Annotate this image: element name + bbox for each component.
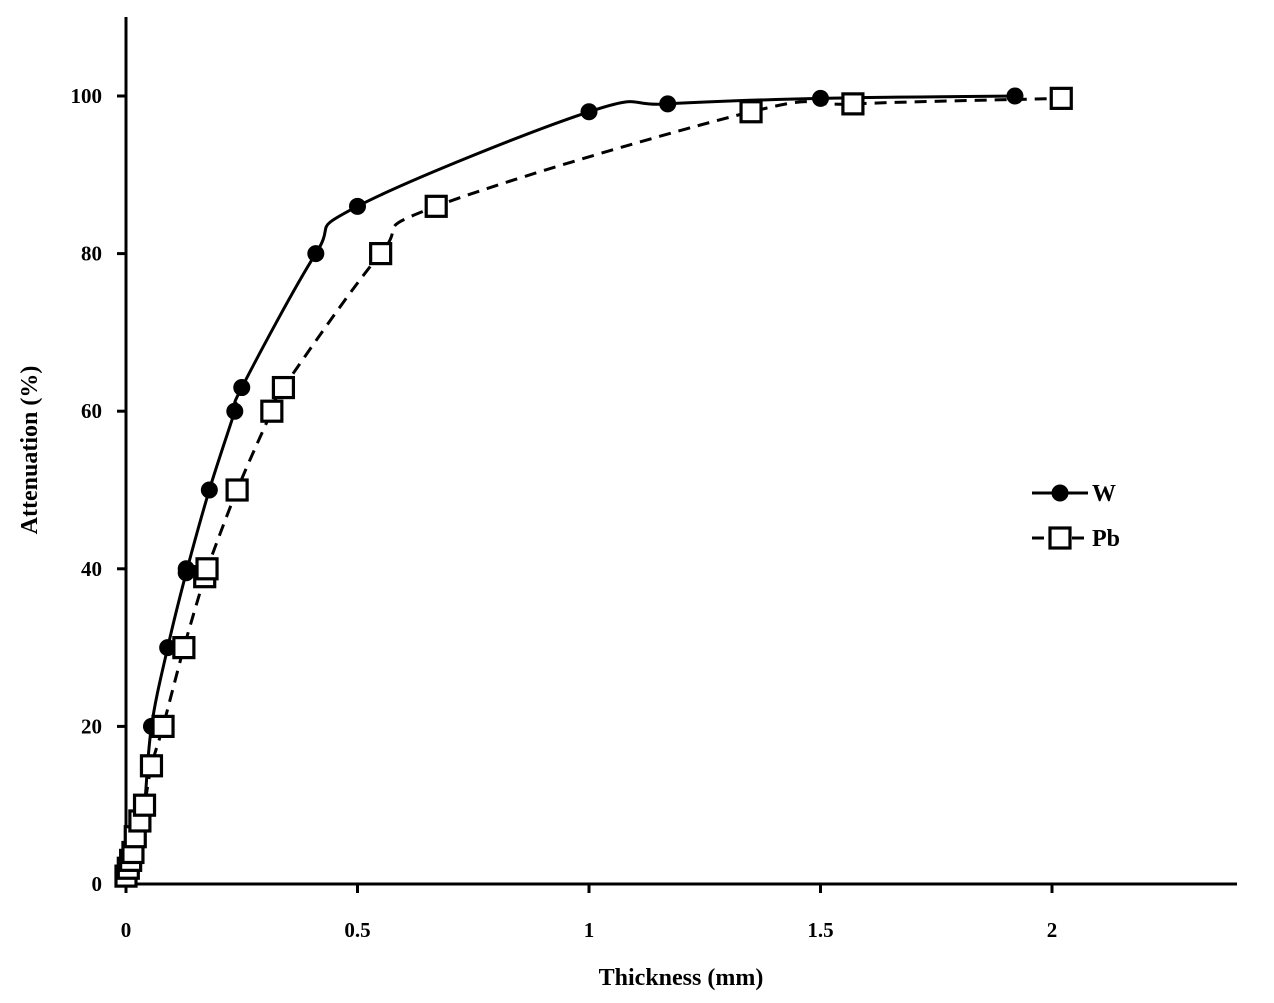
- series-pb: [114, 86, 1073, 888]
- data-point-pb: [841, 92, 865, 116]
- x-tick-label: 0.5: [344, 918, 370, 942]
- legend-entry-pb: Pb: [1032, 526, 1120, 552]
- data-point-w: [226, 402, 244, 420]
- legend-label-pb: Pb: [1092, 526, 1120, 552]
- legend: W Pb: [1032, 481, 1120, 552]
- y-tick-label: 40: [81, 557, 102, 581]
- legend-label-w: W: [1092, 481, 1116, 507]
- x-tick-label: 0: [121, 918, 132, 942]
- data-point-pb: [195, 557, 219, 581]
- y-tick-label: 100: [71, 84, 103, 108]
- data-point-w: [349, 197, 366, 215]
- series-line-w: [124, 94, 1016, 877]
- x-tick-label: 2: [1047, 918, 1058, 942]
- data-point-pb: [369, 242, 393, 266]
- data-point-w: [580, 103, 598, 121]
- legend-marker-w: [1051, 484, 1069, 502]
- y-tick-label: 80: [81, 242, 102, 266]
- data-point-w: [659, 95, 677, 113]
- data-point-w: [233, 379, 251, 397]
- y-tick-label: 20: [81, 714, 102, 738]
- y-tick-label: 0: [92, 872, 103, 896]
- data-point-w: [177, 560, 195, 578]
- x-axis-title: Thickness (mm): [599, 965, 764, 991]
- data-point-pb: [424, 194, 448, 218]
- series-w: [117, 87, 1024, 885]
- data-point-pb: [132, 793, 157, 817]
- series: [114, 86, 1073, 888]
- series-line-pb: [124, 96, 1062, 877]
- y-tick-label: 60: [81, 399, 102, 423]
- data-point-pb: [151, 714, 175, 739]
- data-point-pb: [139, 754, 164, 778]
- data-point-w: [200, 481, 218, 499]
- data-point-pb: [1049, 86, 1073, 110]
- x-tick-label: 1.5: [807, 918, 833, 942]
- legend-marker-pb: [1048, 526, 1072, 550]
- data-point-pb: [260, 399, 284, 423]
- data-point-pb: [739, 100, 763, 124]
- data-point-w: [307, 245, 325, 263]
- axes: [124, 17, 1237, 886]
- y-axis-title: Attenuation (%): [17, 366, 43, 535]
- data-point-pb: [225, 478, 249, 502]
- legend-entry-w: W: [1032, 481, 1116, 507]
- data-point-w: [1006, 87, 1024, 105]
- data-point-pb: [271, 375, 296, 400]
- x-tick-label: 1: [584, 918, 595, 942]
- data-point-pb: [172, 635, 196, 660]
